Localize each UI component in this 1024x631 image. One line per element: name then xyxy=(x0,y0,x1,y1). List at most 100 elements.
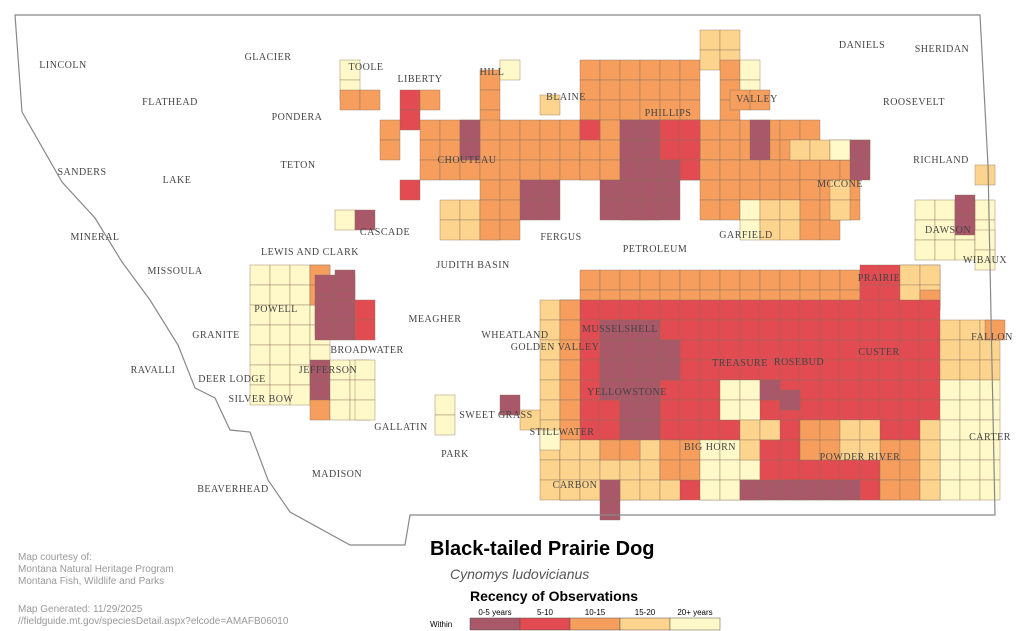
range-cell xyxy=(579,99,601,121)
range-cell xyxy=(579,159,601,181)
range-cell xyxy=(479,119,501,141)
county-label: PONDERA xyxy=(272,112,323,123)
range-cell xyxy=(499,119,521,141)
range-cell xyxy=(639,439,661,461)
range-cell xyxy=(779,389,801,411)
range-cell xyxy=(979,359,1001,381)
range-cell xyxy=(839,359,861,381)
range-cell xyxy=(859,479,881,501)
range-cell xyxy=(849,159,871,181)
range-cell xyxy=(599,59,621,81)
range-cell xyxy=(459,139,481,161)
range-cell xyxy=(579,359,601,381)
range-cell xyxy=(379,139,401,161)
range-cell xyxy=(354,399,376,421)
range-cell xyxy=(619,199,641,221)
range-cell xyxy=(434,414,456,436)
range-cell xyxy=(759,319,781,341)
range-cell xyxy=(799,319,821,341)
range-cell xyxy=(289,324,311,346)
range-cell xyxy=(739,319,761,341)
county-label: POWELL xyxy=(254,304,298,315)
range-cell xyxy=(699,179,721,201)
range-cell xyxy=(919,399,941,421)
range-cell xyxy=(919,264,941,286)
observation-cells xyxy=(249,29,1006,521)
range-cell xyxy=(739,269,761,291)
range-cell xyxy=(699,299,721,321)
range-cell xyxy=(939,319,961,341)
range-cell xyxy=(619,59,641,81)
range-cell xyxy=(899,319,921,341)
range-cell xyxy=(919,419,941,441)
range-cell xyxy=(619,139,641,161)
range-cell xyxy=(354,209,376,231)
range-cell xyxy=(819,399,841,421)
range-cell xyxy=(334,299,356,321)
range-cell xyxy=(819,299,841,321)
range-cell xyxy=(699,269,721,291)
range-cell xyxy=(779,479,801,501)
range-cell xyxy=(659,269,681,291)
range-cell xyxy=(859,419,881,441)
range-cell xyxy=(639,119,661,141)
range-cell xyxy=(539,199,561,221)
range-cell xyxy=(579,439,601,461)
range-cell xyxy=(639,359,661,381)
range-cell xyxy=(559,299,581,321)
range-cell xyxy=(699,399,721,421)
range-cell xyxy=(829,199,851,221)
range-cell xyxy=(579,269,601,291)
map-title: Black-tailed Prairie Dog xyxy=(430,538,655,560)
credit: Map Generated: 11/29/2025 xyxy=(18,604,143,615)
range-cell xyxy=(739,439,761,461)
range-cell xyxy=(819,319,841,341)
range-cell xyxy=(879,379,901,401)
range-cell xyxy=(659,199,681,221)
county-label: LAKE xyxy=(163,175,192,186)
range-cell xyxy=(659,179,681,201)
range-cell xyxy=(939,399,961,421)
legend: 0-5 years 5-10 10-15 15-20 20+ years xyxy=(469,608,721,631)
range-cell xyxy=(979,459,1001,481)
range-cell xyxy=(579,299,601,321)
range-cell xyxy=(559,399,581,421)
range-cell xyxy=(519,179,541,201)
range-cell xyxy=(519,409,541,431)
range-cell xyxy=(639,299,661,321)
range-cell xyxy=(539,459,561,481)
range-cell xyxy=(899,439,921,461)
range-cell xyxy=(519,159,541,181)
range-cell xyxy=(659,319,681,341)
range-cell xyxy=(699,139,721,161)
range-cell xyxy=(719,159,741,181)
range-cell xyxy=(659,359,681,381)
range-cell xyxy=(679,359,701,381)
range-cell xyxy=(599,299,621,321)
range-cell xyxy=(779,419,801,441)
range-cell xyxy=(699,419,721,441)
range-cell xyxy=(334,209,356,231)
range-cell xyxy=(579,119,601,141)
legend-label: 0-5 years xyxy=(478,608,511,617)
range-cell xyxy=(599,499,621,521)
range-cell xyxy=(559,379,581,401)
county-labels: LINCOLN GLACIER TOOLE LIBERTY HILL DANIELS SHE… xyxy=(39,40,1012,495)
range-cell xyxy=(839,299,861,321)
range-cell xyxy=(759,459,781,481)
range-cell xyxy=(599,459,621,481)
range-cell xyxy=(974,229,996,251)
county-label: WIBAUX xyxy=(963,255,1007,266)
range-cell xyxy=(269,264,291,286)
range-cell xyxy=(559,439,581,461)
range-cell xyxy=(659,159,681,181)
range-cell xyxy=(919,339,941,361)
range-cell xyxy=(759,269,781,291)
range-cell xyxy=(659,139,681,161)
county-label: HILL xyxy=(480,67,505,78)
range-cell xyxy=(539,179,561,201)
range-cell xyxy=(249,284,271,306)
range-cell xyxy=(479,199,501,221)
range-cell xyxy=(739,159,761,181)
legend-swatch xyxy=(619,617,671,631)
